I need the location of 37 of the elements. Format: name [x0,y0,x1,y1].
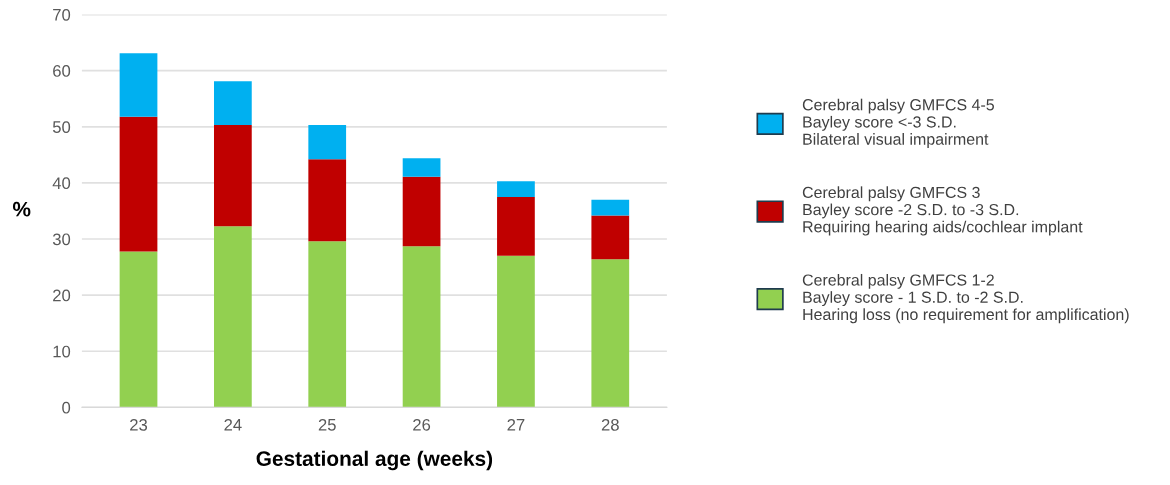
y-tick-label: 30 [52,233,71,246]
y-tick-label: 40 [52,177,71,190]
bar [402,158,441,177]
y-tick-label: 70 [53,8,71,21]
y-axis-title: % [12,201,31,217]
bar [119,116,158,252]
x-tick-label: 26 [413,418,431,431]
legend-label: Cerebral palsy GMFCS 1-2 Bayley score - 1 S.D. to -2 S.D. Hearing loss (no requirement for amplification) [802,273,1129,324]
y-tick-label: 10 [53,345,71,358]
x-tick-label: 27 [507,418,525,431]
legend-label: Cerebral palsy GMFCS 3 Bayley score -2 S.D. to -3 S.D. Requiring hearing aids/cochlear implant [802,186,1083,236]
bar [402,246,441,408]
y-tick-label: 20 [53,289,71,302]
x-tick-label: 24 [224,418,242,431]
x-axis-title: Gestational age (weeks) [256,450,493,471]
bar [119,251,158,408]
bar [497,181,535,197]
bar [591,199,630,216]
bar [308,159,347,242]
y-tick-label: 50 [52,121,71,133]
legend-label: Cerebral palsy GMFCS 4-5 Bayley score <-3 S.D. Bilateral visual impairment [802,98,994,148]
bar [497,196,535,256]
bar [497,255,535,408]
bar [214,125,252,227]
y-tick-label: 60 [53,65,71,77]
bar [308,125,347,160]
y-tick-label: 0 [62,401,71,414]
bar [591,215,630,260]
x-tick-label: 25 [318,418,336,431]
bar [214,226,252,408]
bar [591,259,630,408]
bar [308,241,347,408]
x-tick-label: 28 [601,418,619,431]
bar [214,81,252,126]
bar [119,53,158,117]
x-tick-label: 23 [130,418,148,431]
bar [402,176,441,247]
